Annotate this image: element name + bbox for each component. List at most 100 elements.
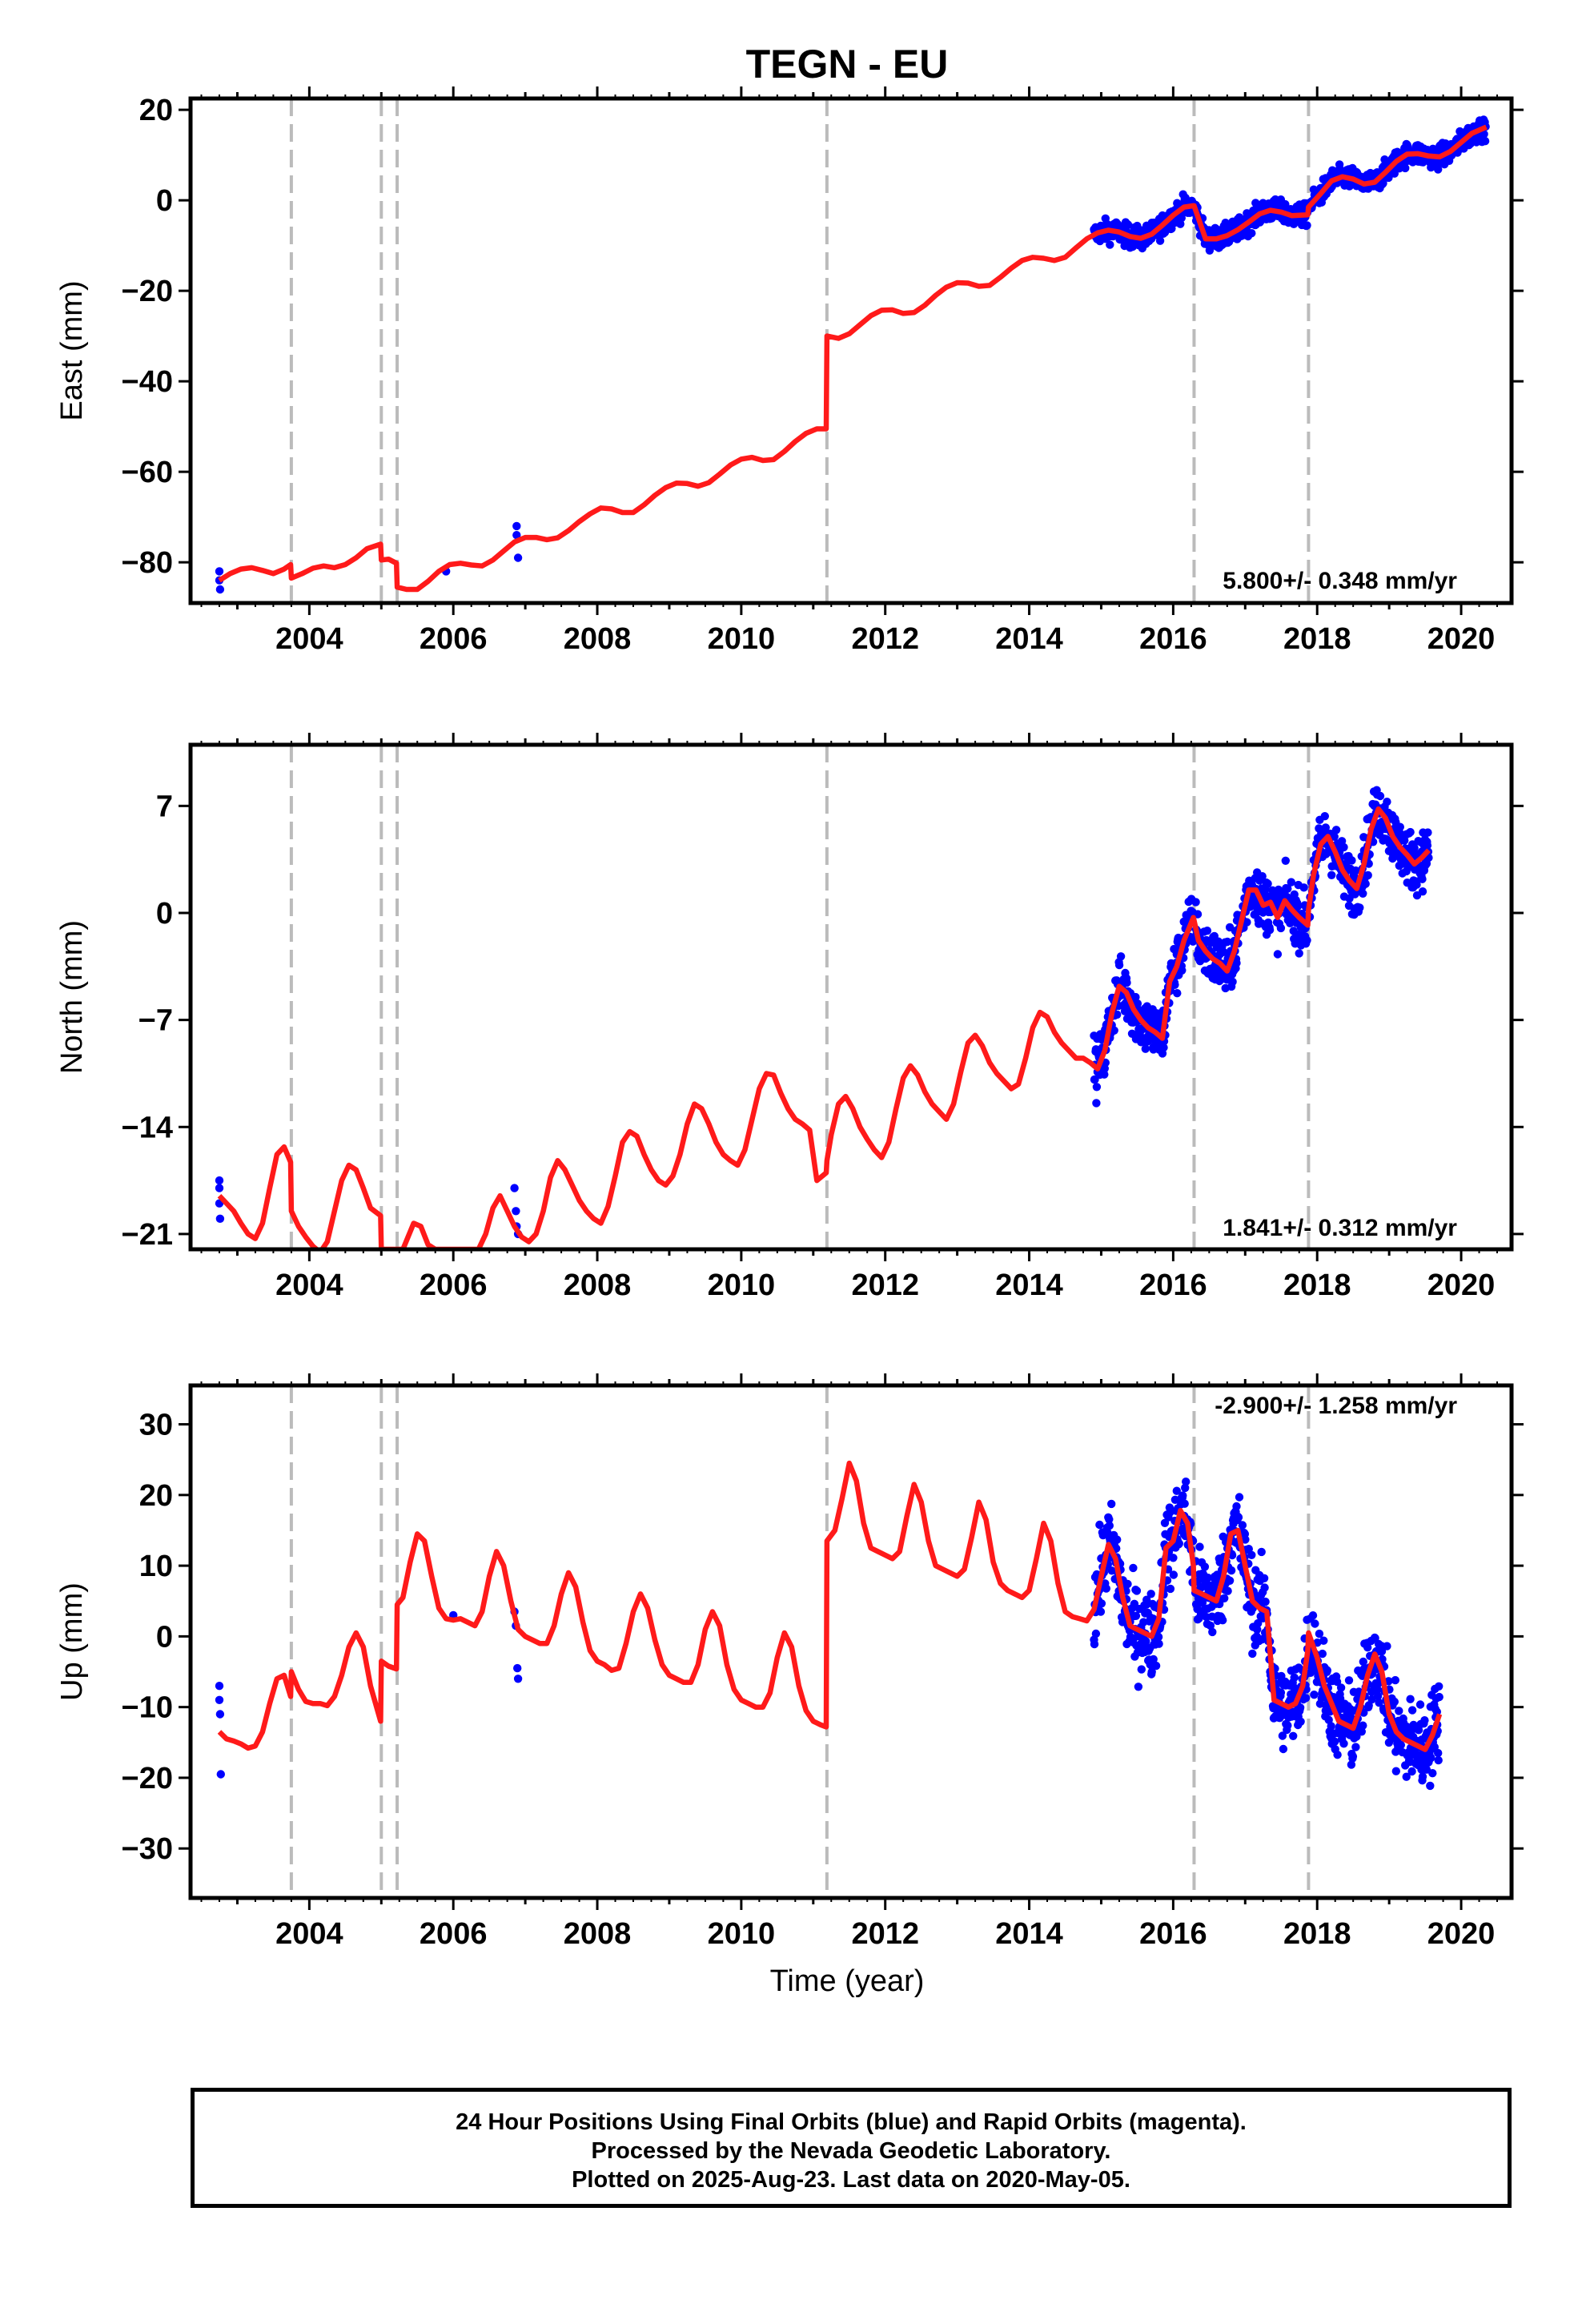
data-point (1241, 1535, 1250, 1544)
data-point (1155, 236, 1165, 245)
data-point (1232, 1502, 1241, 1511)
data-point (1480, 0, 1488, 4)
model-curve-up (217, 1460, 1443, 1752)
data-point (215, 567, 224, 576)
data-point (1469, 0, 1477, 4)
data-point (1448, 0, 1456, 4)
data-point (1133, 999, 1142, 1008)
x-tick-label: 2008 (564, 1269, 632, 1302)
data-point (1281, 199, 1290, 209)
data-point (513, 1663, 522, 1673)
data-point (1423, 828, 1432, 837)
x-tick-label: 2004 (275, 622, 343, 656)
data-point (1453, 0, 1461, 4)
data-point (1455, 0, 1463, 4)
data-point (1407, 1767, 1416, 1776)
data-point (1131, 1611, 1141, 1621)
data-point (1301, 1694, 1311, 1703)
data-point (1460, 0, 1468, 4)
data-point (1383, 798, 1391, 806)
data-point (1460, 0, 1468, 4)
data-point (1456, 0, 1464, 4)
data-point (1339, 1739, 1348, 1748)
data-point (1311, 1619, 1319, 1628)
x-tick-label: 2018 (1283, 1917, 1351, 1951)
data-point (1090, 1639, 1099, 1649)
data-point (1431, 0, 1439, 4)
x-axis-label: Time (year) (770, 1964, 925, 1998)
data-point (1468, 0, 1476, 4)
data-point (1426, 1781, 1435, 1791)
data-point (215, 1682, 224, 1691)
data-point (1474, 0, 1482, 4)
data-point (1435, 1692, 1443, 1702)
data-point (512, 1207, 520, 1216)
data-point (1137, 1665, 1146, 1674)
data-point (1462, 0, 1470, 4)
data-point (1227, 1566, 1236, 1575)
data-point (1462, 0, 1470, 4)
x-tick-label: 2010 (708, 1917, 776, 1951)
data-point (1318, 1649, 1327, 1659)
data-point (512, 531, 521, 540)
data-point (215, 585, 225, 594)
data-point (1442, 0, 1450, 4)
data-point (1234, 1513, 1243, 1522)
data-point (1251, 199, 1260, 207)
data-point (1238, 1521, 1247, 1530)
data-point (1454, 0, 1462, 4)
data-point (1440, 0, 1448, 4)
data-point (1445, 0, 1453, 4)
data-point (1440, 0, 1448, 4)
x-tick-label: 2010 (708, 622, 776, 656)
data-point (1436, 0, 1444, 4)
data-point (1142, 1595, 1151, 1604)
data-point (1123, 1579, 1132, 1589)
data-point (1440, 0, 1448, 4)
data-point (1452, 0, 1460, 4)
data-point (1476, 0, 1484, 4)
data-point (512, 521, 521, 531)
data-point (1456, 0, 1464, 4)
data-point (1427, 0, 1435, 4)
chart-title: TEGN - EU (746, 42, 949, 86)
data-point (1439, 0, 1447, 4)
data-point (1377, 1647, 1387, 1656)
x-tick-label: 2010 (708, 1269, 776, 1302)
data-point (1324, 1715, 1333, 1724)
data-point (1447, 0, 1456, 4)
data-point (1415, 1700, 1425, 1709)
y-tick-label: −30 (122, 1832, 173, 1866)
data-point (1457, 0, 1465, 4)
data-point (1464, 0, 1472, 4)
data-point (1472, 0, 1480, 4)
data-point (215, 1710, 225, 1719)
x-tick-label: 2018 (1283, 622, 1351, 656)
data-point (1454, 0, 1462, 4)
data-point (1432, 0, 1440, 4)
data-point (1223, 1586, 1232, 1595)
data-point (1468, 0, 1476, 4)
data-point (1468, 0, 1476, 4)
x-tick-label: 2014 (995, 622, 1063, 656)
data-point (1208, 1627, 1217, 1637)
plot-frame (188, 742, 1514, 1252)
data-point (1303, 221, 1311, 230)
data-point (1480, 0, 1488, 4)
x-tick-label: 2012 (851, 622, 919, 656)
data-point (1203, 927, 1212, 935)
data-point (1444, 0, 1452, 4)
y-axis-label-east: East (mm) (55, 280, 89, 420)
data-point (1100, 1070, 1109, 1079)
data-point (1458, 0, 1466, 4)
data-point (1468, 0, 1476, 4)
data-point (1110, 1026, 1118, 1035)
data-point (216, 1770, 225, 1779)
data-point (1470, 0, 1478, 4)
data-point (1463, 0, 1471, 4)
data-point (1096, 1607, 1106, 1616)
data-point (1430, 1743, 1439, 1751)
data-point (1464, 0, 1472, 4)
x-tick-label: 2006 (420, 622, 488, 656)
data-point (1480, 130, 1488, 139)
